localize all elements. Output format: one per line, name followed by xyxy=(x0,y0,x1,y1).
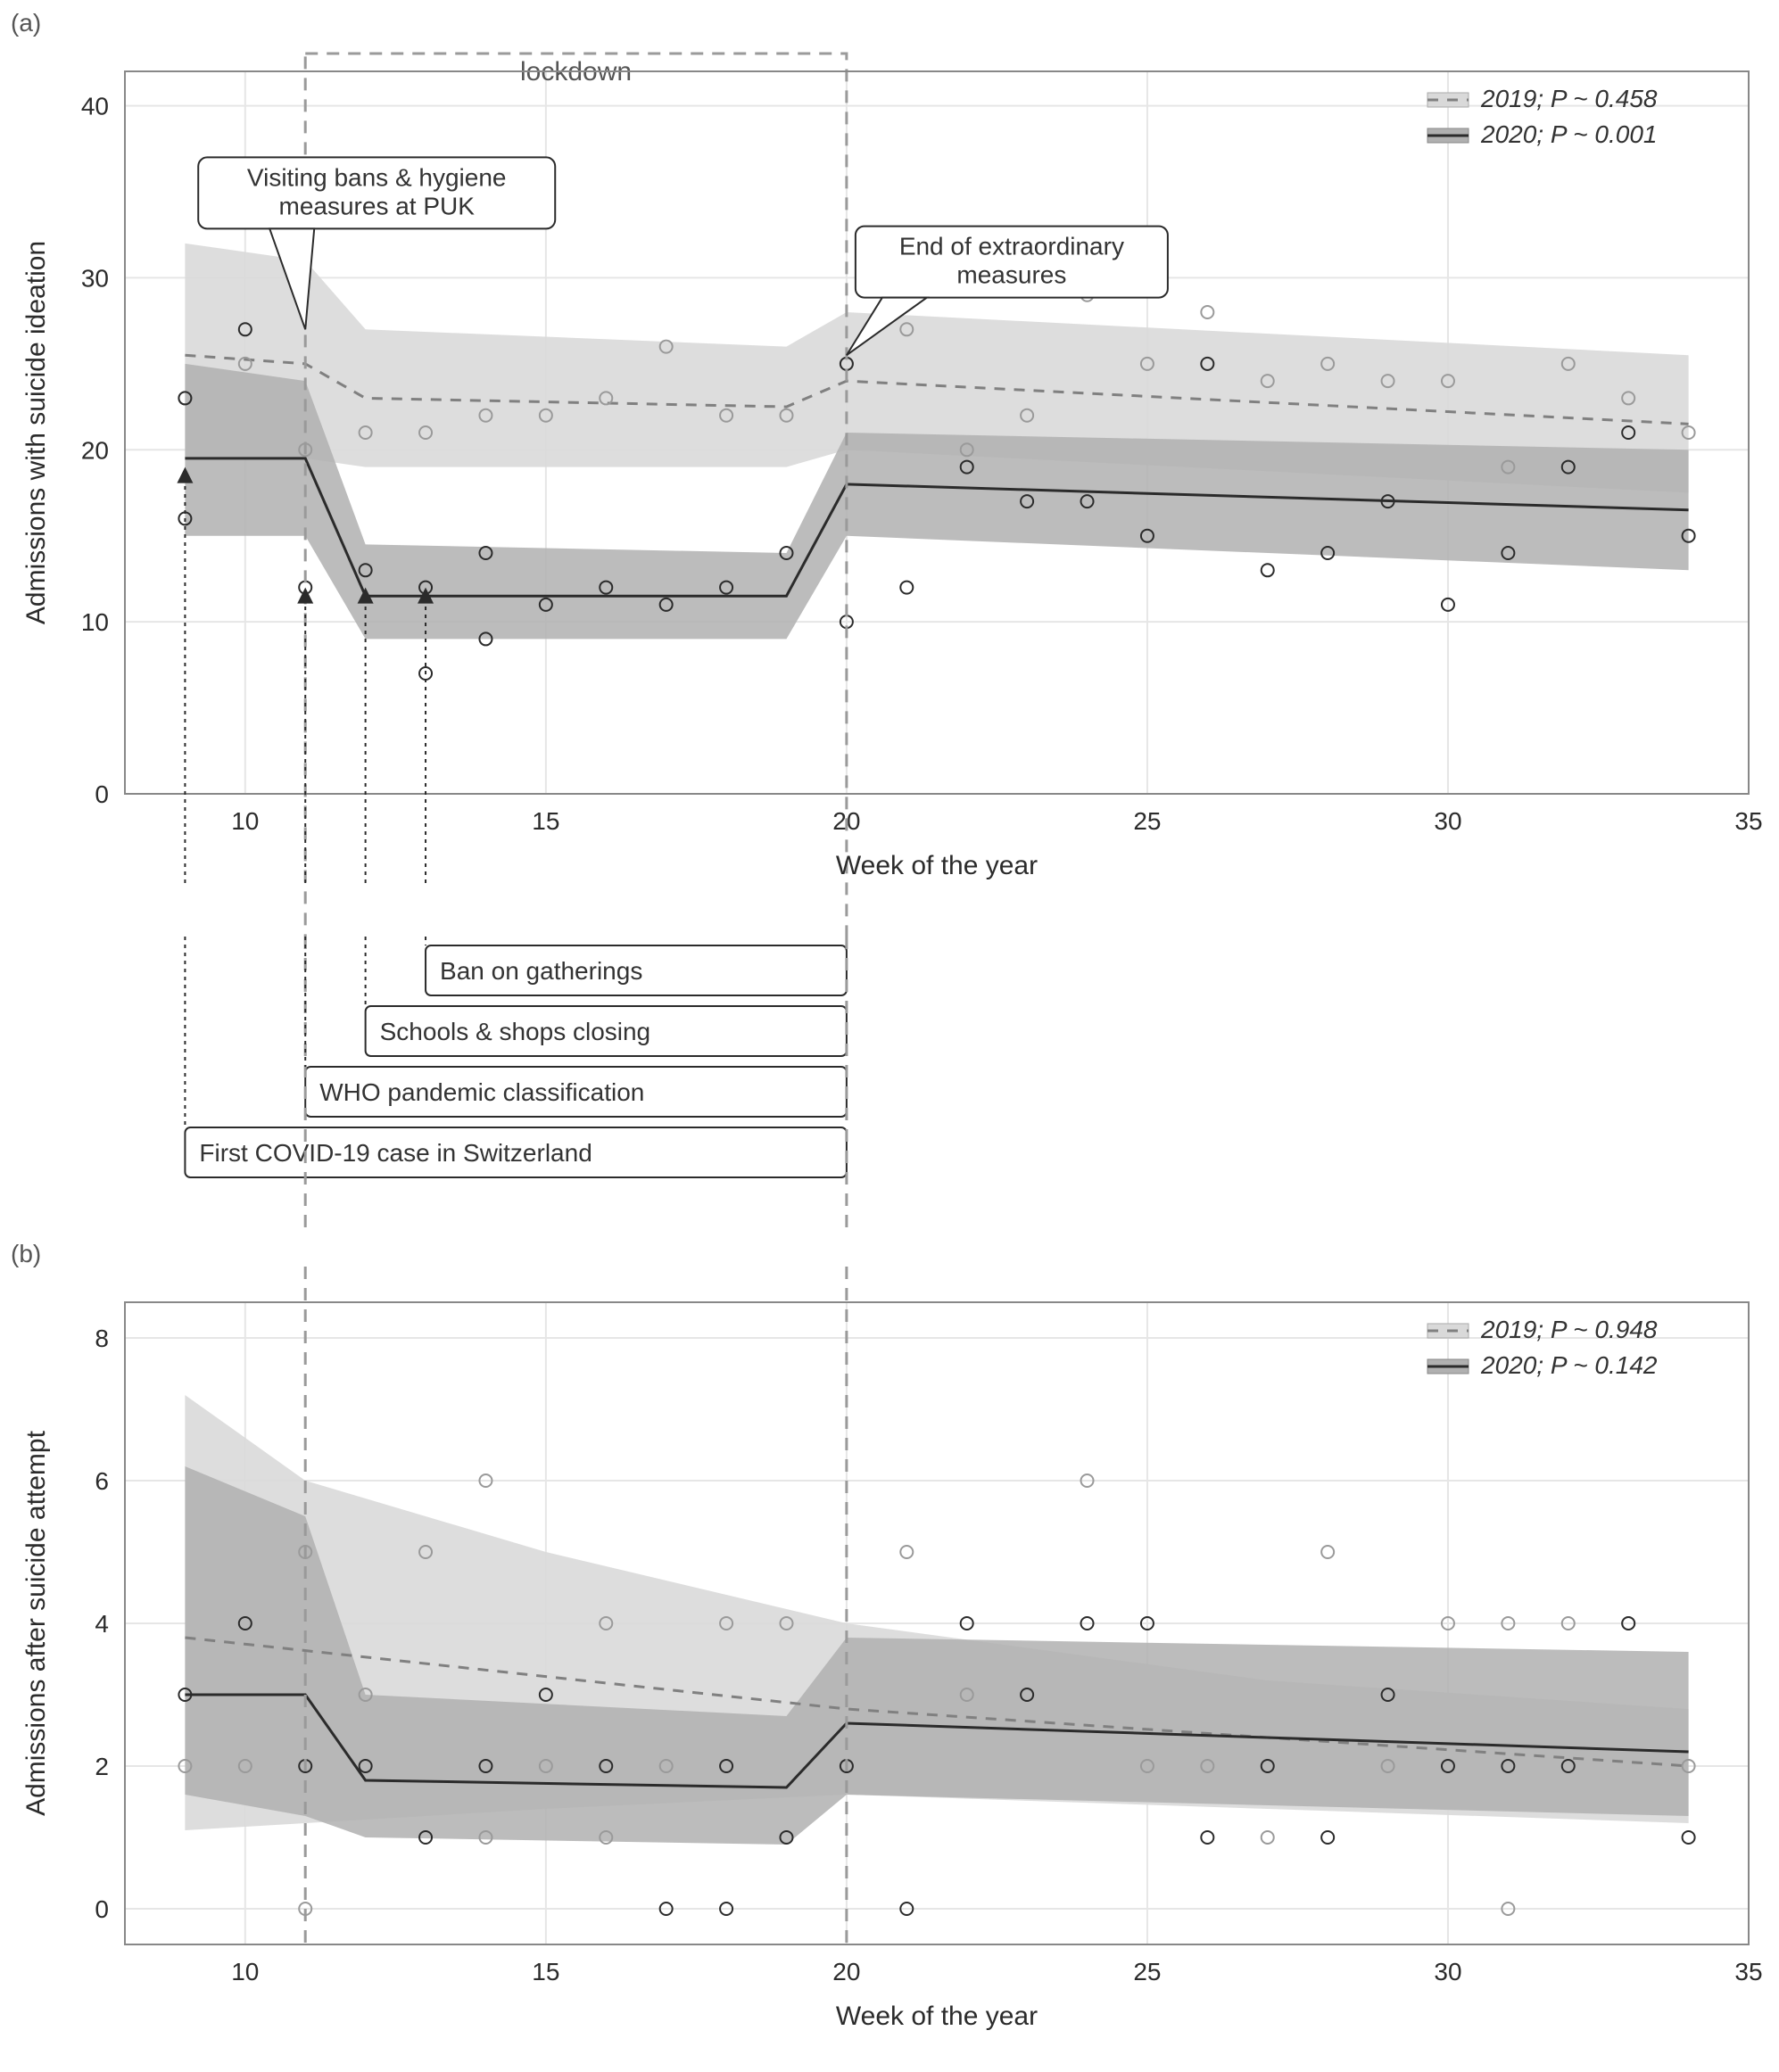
svg-text:measures at PUK: measures at PUK xyxy=(279,192,476,219)
svg-text:0: 0 xyxy=(95,780,109,808)
svg-text:10: 10 xyxy=(231,1958,259,1985)
x-axis-label-a: Week of the year xyxy=(836,851,1038,880)
data-point-2020 xyxy=(1683,1831,1695,1844)
event-text-ban: Ban on gatherings xyxy=(440,957,642,985)
svg-text:20: 20 xyxy=(81,436,109,464)
svg-text:End of extraordinary: End of extraordinary xyxy=(899,233,1124,260)
svg-text:0: 0 xyxy=(95,1895,109,1923)
event-text-who: WHO pandemic classification xyxy=(319,1078,644,1106)
event-text-first-case: First COVID-19 case in Switzerland xyxy=(199,1139,592,1167)
svg-text:15: 15 xyxy=(532,807,559,835)
svg-text:10: 10 xyxy=(231,807,259,835)
event-text-schools: Schools & shops closing xyxy=(380,1018,651,1045)
svg-text:30: 30 xyxy=(1434,807,1461,835)
legend-2020-b: 2020; P ~ 0.142 xyxy=(1480,1351,1658,1379)
svg-text:4: 4 xyxy=(95,1610,109,1638)
svg-text:6: 6 xyxy=(95,1467,109,1495)
chart-a: 010203040101520253035lockdownAdmissions … xyxy=(0,27,1779,937)
data-point-2020 xyxy=(1321,1831,1334,1844)
svg-text:15: 15 xyxy=(532,1958,559,1985)
data-point-2019 xyxy=(1321,1546,1334,1558)
svg-text:40: 40 xyxy=(81,93,109,120)
svg-text:8: 8 xyxy=(95,1325,109,1352)
event-annotations: Ban on gatherings Schools & shops closing… xyxy=(0,937,1779,1231)
svg-text:25: 25 xyxy=(1133,807,1161,835)
svg-text:measures: measures xyxy=(956,261,1066,289)
legend-2020: 2020; P ~ 0.001 xyxy=(1480,120,1657,148)
data-point-2020 xyxy=(1262,564,1274,576)
legend-2019: 2019; P ~ 0.458 xyxy=(1480,85,1658,112)
data-point-2019 xyxy=(900,1546,913,1558)
y-axis-label-b: Admissions after suicide attempt xyxy=(21,1430,51,1816)
svg-text:30: 30 xyxy=(81,264,109,292)
legend-2019-b: 2019; P ~ 0.948 xyxy=(1480,1316,1658,1343)
svg-text:2: 2 xyxy=(95,1753,109,1780)
svg-text:20: 20 xyxy=(832,1958,860,1985)
svg-text:25: 25 xyxy=(1133,1958,1161,1985)
svg-text:Visiting bans & hygiene: Visiting bans & hygiene xyxy=(247,163,507,191)
svg-text:35: 35 xyxy=(1734,807,1762,835)
data-point-2020 xyxy=(1201,1831,1213,1844)
x-axis-label-b: Week of the year xyxy=(836,2002,1038,2031)
data-point-2019 xyxy=(1201,306,1213,318)
svg-text:10: 10 xyxy=(81,608,109,636)
panel-b-label: (b) xyxy=(11,1240,41,1268)
data-point-2020 xyxy=(900,582,913,594)
svg-text:30: 30 xyxy=(1434,1958,1461,1985)
y-axis-label-a: Admissions with suicide ideation xyxy=(21,241,51,624)
svg-text:35: 35 xyxy=(1734,1958,1762,1985)
chart-b: 0 2 4 6 8 10 15 20 25 30 35 Admissions after suicid… xyxy=(0,1267,1779,2069)
data-point-2019 xyxy=(1262,1831,1274,1844)
